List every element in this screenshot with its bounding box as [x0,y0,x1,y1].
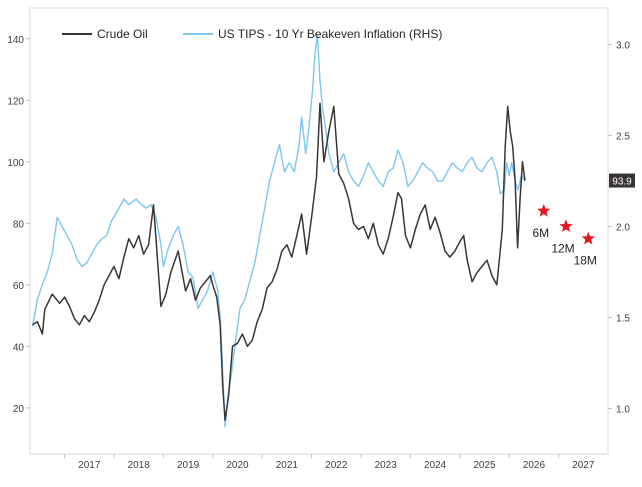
x-tick-label: 2018 [128,460,151,471]
legend-label: US TIPS - 10 Yr Beakeven Inflation (RHS) [218,27,442,41]
breakeven-inflation-line [31,34,526,428]
right-y-tick-label: 1.0 [616,404,630,415]
x-tick-label: 2027 [572,460,595,471]
right-y-tick-label: 3.0 [616,40,630,51]
x-tick-label: 2025 [473,460,496,471]
last-value-box [609,173,635,188]
forecast-star-icon [581,231,595,245]
legend: Crude Oil US TIPS - 10 Yr Beakeven Inflat… [62,27,442,41]
x-tick-label: 2020 [226,460,249,471]
right-y-tick-label: 2.0 [616,222,630,233]
forecast-label: 6M [532,226,549,240]
last-value-text: 93.9 [612,177,632,188]
left-y-tick-label: 120 [7,96,24,107]
last-value-marker: 93.9 [609,173,635,188]
x-tick-label: 2022 [325,460,348,471]
right-y-tick-label: 2.5 [616,131,630,142]
left-y-tick-label: 100 [7,158,24,169]
plot-frame [29,7,609,455]
forecast-label: 12M [551,241,574,255]
x-tick-label: 2024 [424,460,447,471]
left-y-tick-label: 140 [7,35,24,46]
left-y-axis: 20 40 60 80 100 120 140 [7,35,30,415]
forecast-star-icon [537,204,551,217]
series-layer [31,34,526,428]
x-tick-label: 2017 [78,460,101,471]
left-y-tick-label: 40 [13,342,25,353]
x-tick-label: 2021 [276,460,299,471]
x-axis: 2017 2018 2019 2020 2021 2022 2023 2024 2025 2026… [64,454,595,471]
x-tick-label: 2019 [177,460,200,471]
x-tick-label: 2026 [523,460,546,471]
right-y-axis: 1.0 1.5 2.0 2.5 3.0 [608,40,630,415]
left-y-tick-label: 60 [13,281,25,292]
right-y-tick-label: 1.5 [616,313,630,324]
x-tick-label: 2023 [375,460,398,471]
left-y-tick-label: 20 [13,404,25,415]
crude-oil-line [32,102,526,421]
forecast-star-icon [559,219,573,232]
legend-label: Crude Oil [97,27,148,41]
forecast-label: 18M [574,254,597,268]
left-y-tick-label: 80 [13,219,25,230]
